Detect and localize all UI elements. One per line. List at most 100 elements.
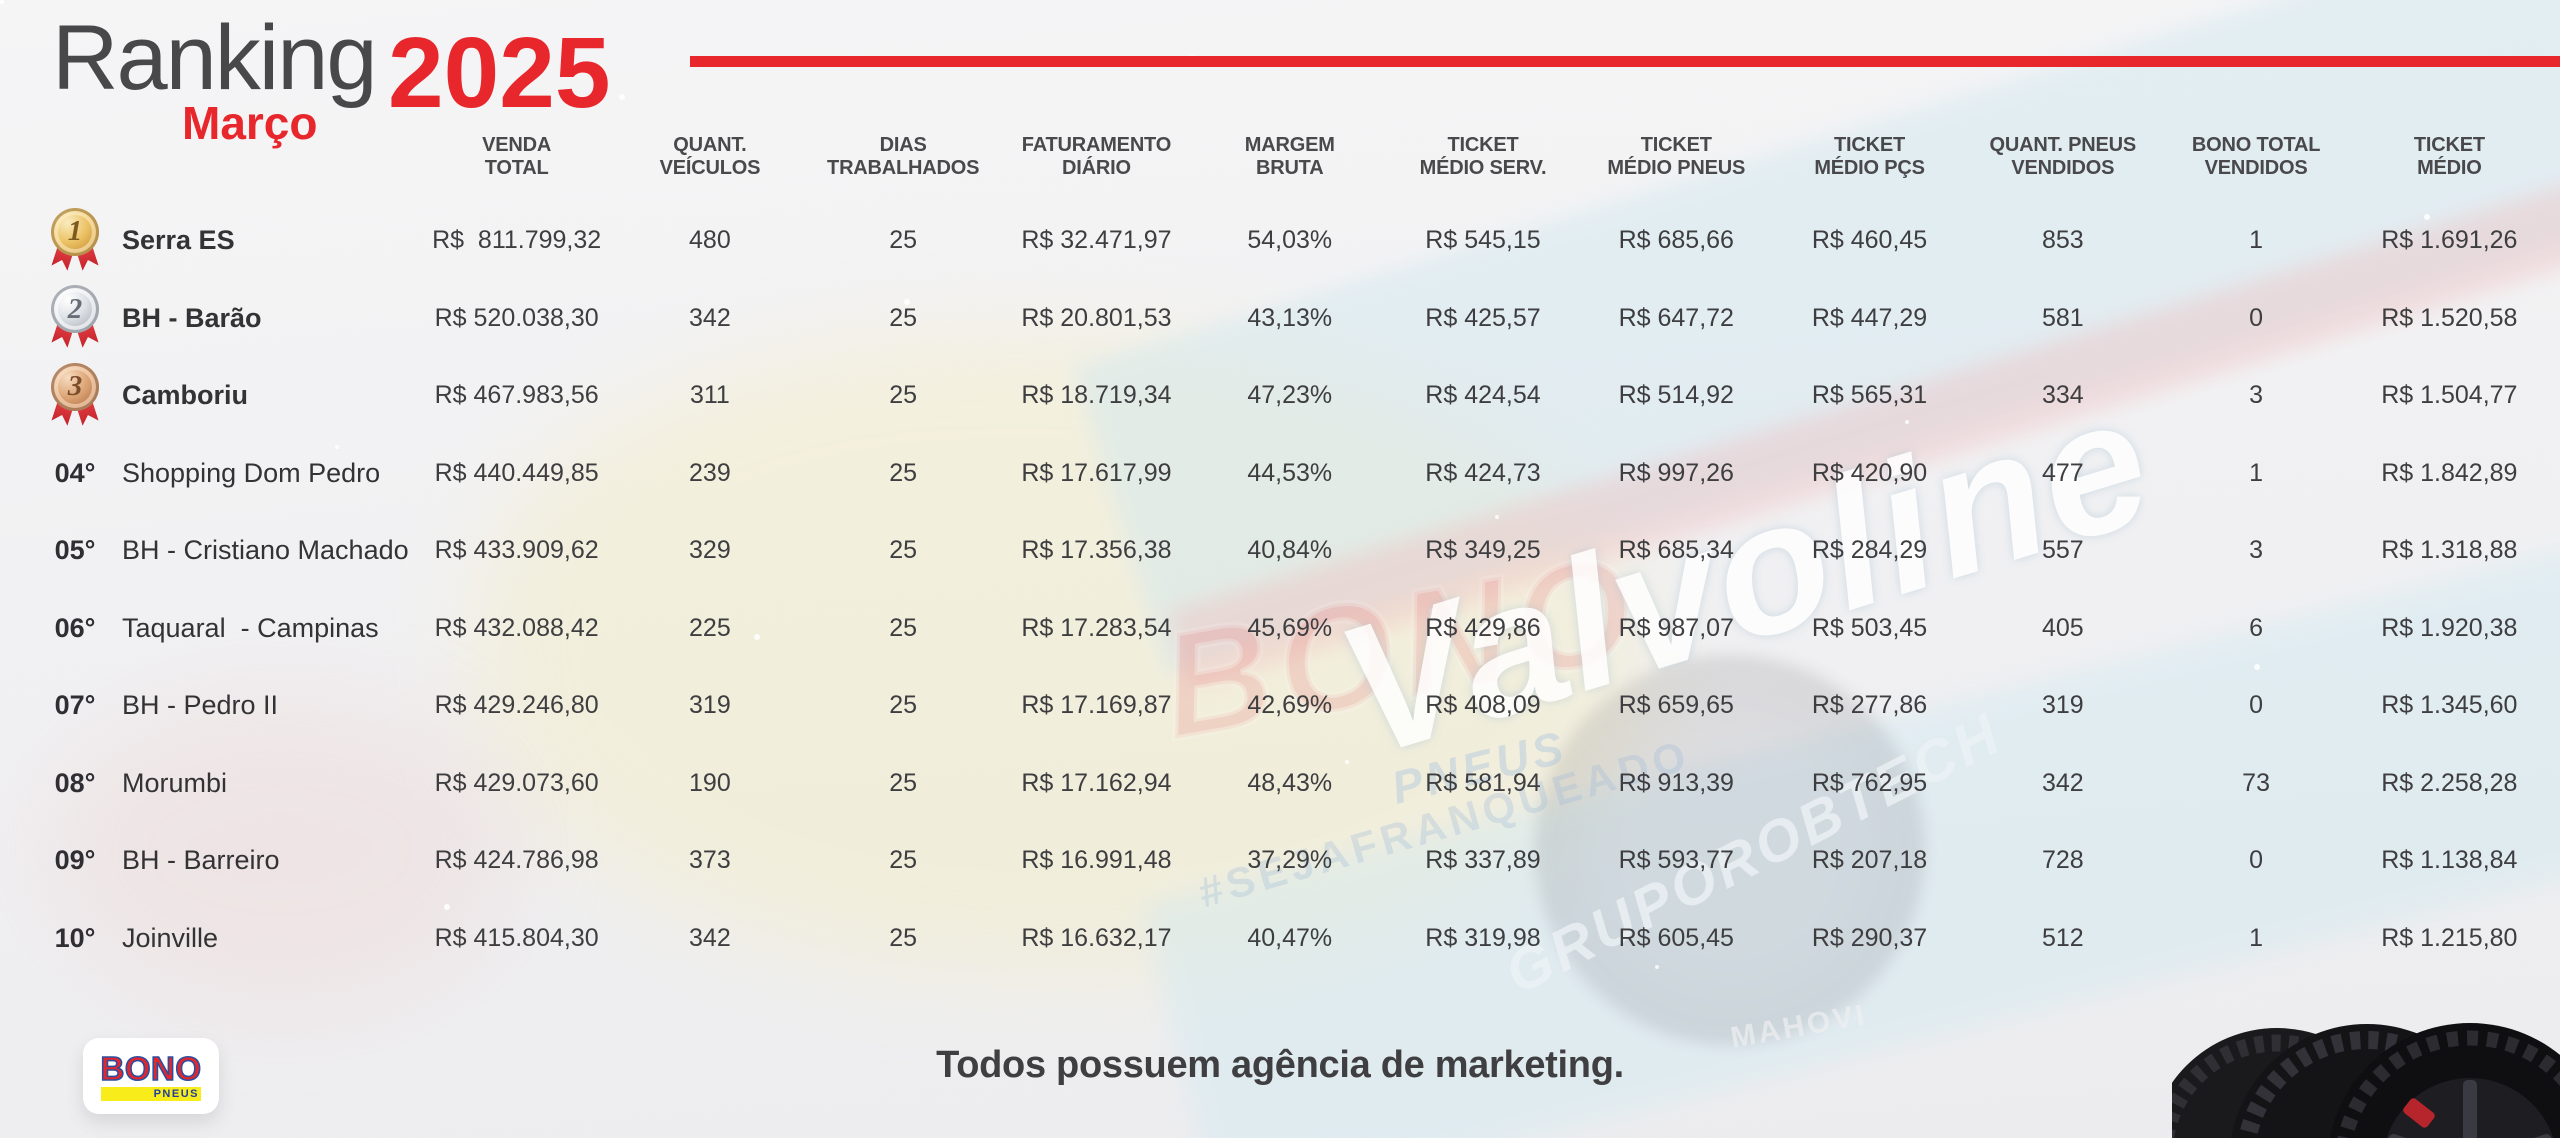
rank-label: 08° [54, 767, 96, 798]
cell-value: R$ 17.169,87 [1021, 691, 1172, 720]
medal-rank-number: 2 [67, 292, 83, 325]
column-label-line1: FATURAMENTO [1021, 134, 1172, 156]
header-divider [690, 56, 2560, 67]
cell-value: 334 [2041, 381, 2084, 410]
column-label-line1: QUANT. PNEUS [1989, 134, 2137, 156]
cell-value: R$ 545,15 [1425, 226, 1541, 255]
cell-value: 1 [2249, 226, 2264, 255]
cell-value: 25 [889, 613, 918, 642]
column-label-line1: TICKET [1447, 134, 1519, 156]
cell-value: R$ 429.073,60 [434, 768, 599, 797]
cell-value: R$ 1.215,80 [2381, 923, 2518, 952]
cell-value: R$ 762,95 [1811, 768, 1928, 797]
column-header: TICKET MÉDIO PNEUS [1580, 134, 1773, 180]
cell-value: 853 [2041, 226, 2084, 255]
column-header: TICKET MÉDIO [2353, 134, 2546, 180]
rank-label: 06° [54, 612, 96, 643]
rank-cell: 06° [30, 590, 120, 668]
rank-cell: 05° [30, 512, 120, 590]
cell-value: R$ 1.345,60 [2381, 691, 2518, 720]
rank-label: 07° [54, 690, 96, 721]
cell-value: 373 [689, 846, 731, 875]
cell-value: R$ 433.909,62 [434, 536, 599, 565]
column-label-line2: MÉDIO PÇS [1814, 157, 1925, 179]
column-header: QUANT. PNEUS VENDIDOS [1966, 134, 2159, 180]
cell-value: R$ 467.983,56 [434, 381, 599, 410]
cell-value: R$ 277,86 [1811, 691, 1928, 720]
column-label-line1: DIAS [879, 134, 927, 156]
table-row: 07° BH - Pedro II R$ 429.246,80 319 25 R$ 1… [30, 667, 2546, 745]
cell-value: R$ 685,66 [1618, 226, 1734, 255]
cell-value: 329 [689, 536, 731, 565]
cell-value: 25 [889, 923, 918, 952]
rank-cell: 3 [30, 357, 120, 435]
watermark-snow-dots [0, 0, 4, 4]
ranking-table: VENDA TOTAL QUANT. VEÍCULOS DIAS TRABALH… [30, 134, 2546, 977]
store-name: Serra ES [122, 225, 235, 256]
cell-value: R$ 460,45 [1811, 226, 1928, 255]
cell-value: R$ 1.520,58 [2381, 303, 2518, 332]
store-name: Taquaral - Campinas [122, 612, 379, 643]
table-row: 06° Taquaral - Campinas R$ 432.088,42 225… [30, 590, 2546, 668]
column-label-line2: TRABALHADOS [827, 157, 980, 179]
page-title: Ranking [52, 7, 378, 109]
watermark-mahovi-text: MAHOVI [1728, 998, 1870, 1055]
cell-value: R$ 432.088,42 [434, 613, 599, 642]
cell-value: 342 [689, 303, 731, 332]
cell-value: R$ 284,29 [1811, 536, 1928, 565]
rank-cell: 04° [30, 435, 120, 513]
cell-value: 25 [889, 381, 918, 410]
cell-value: R$ 647,72 [1618, 303, 1734, 332]
cell-value: 190 [689, 768, 731, 797]
column-label-line2: VENDIDOS [2204, 157, 2308, 179]
rank-label: 10° [54, 922, 96, 953]
cell-value: R$ 424.786,98 [434, 846, 599, 875]
cell-value: 3 [2249, 536, 2264, 565]
cell-value: R$ 18.719,34 [1021, 381, 1172, 410]
column-label-line2: DIÁRIO [1062, 157, 1131, 179]
column-label-line2: VENDIDOS [2011, 157, 2115, 179]
cell-value: R$ 514,92 [1618, 381, 1734, 410]
cell-value: R$ 565,31 [1811, 381, 1928, 410]
table-row: 2 BH - Barão R$ 520.038,30 342 25 R$ 20.801… [30, 280, 2546, 358]
rank-label: 04° [54, 457, 96, 488]
column-header: VENDA TOTAL [420, 134, 613, 180]
cell-value: R$ 605,45 [1618, 923, 1734, 952]
column-label-line2: MÉDIO SERV. [1419, 157, 1547, 179]
cell-value: R$ 520.038,30 [434, 303, 599, 332]
cell-value: R$ 425,57 [1425, 303, 1541, 332]
cell-value: R$ 17.162,94 [1021, 768, 1172, 797]
medal-icon: 3 [49, 362, 101, 429]
column-label-line1: QUANT. [673, 134, 747, 156]
medal-rank-number: 1 [67, 215, 83, 248]
medal-icon: 1 [49, 207, 101, 274]
cell-value: 45,69% [1247, 613, 1333, 642]
column-label-line1: MARGEM [1244, 134, 1335, 156]
table-header-row: VENDA TOTAL QUANT. VEÍCULOS DIAS TRABALH… [30, 134, 2546, 180]
store-name: Shopping Dom Pedro [122, 457, 381, 488]
cell-value: R$ 1.318,88 [2381, 536, 2518, 565]
column-header: DIAS TRABALHADOS [807, 134, 1000, 180]
footer-note: Todos possuem agência de marketing. [936, 1044, 1624, 1086]
cell-value: R$ 16.991,48 [1021, 846, 1172, 875]
rank-cell: 2 [30, 280, 120, 358]
column-label-line1: TICKET [1834, 134, 1906, 156]
table-row: 09° BH - Barreiro R$ 424.786,98 373 25 R$ 1… [30, 822, 2546, 900]
cell-value: 225 [689, 613, 731, 642]
cell-value: R$ 685,34 [1618, 536, 1734, 565]
column-label-line1: TICKET [2413, 134, 2485, 156]
column-header: BONO TOTAL VENDIDOS [2159, 134, 2352, 180]
column-label-line1: TICKET [1640, 134, 1712, 156]
cell-value: 1 [2249, 458, 2264, 487]
cell-value: R$ 440.449,85 [434, 458, 599, 487]
cell-value: 25 [889, 226, 918, 255]
column-header: FATURAMENTO DIÁRIO [1000, 134, 1193, 180]
logo-sub-text: PNEUS [153, 1087, 199, 1100]
front-wheel-icon [2329, 1023, 2560, 1138]
table-row: 1 Serra ES R$ 811.799,32 480 25 R$ 32.471,9… [30, 202, 2546, 280]
store-name: BH - Cristiano Machado [122, 535, 409, 566]
medal-coin-icon: 1 [51, 207, 99, 256]
cell-value: 43,13% [1247, 303, 1333, 332]
cell-value: R$ 17.617,99 [1021, 458, 1172, 487]
cell-value: 25 [889, 458, 918, 487]
